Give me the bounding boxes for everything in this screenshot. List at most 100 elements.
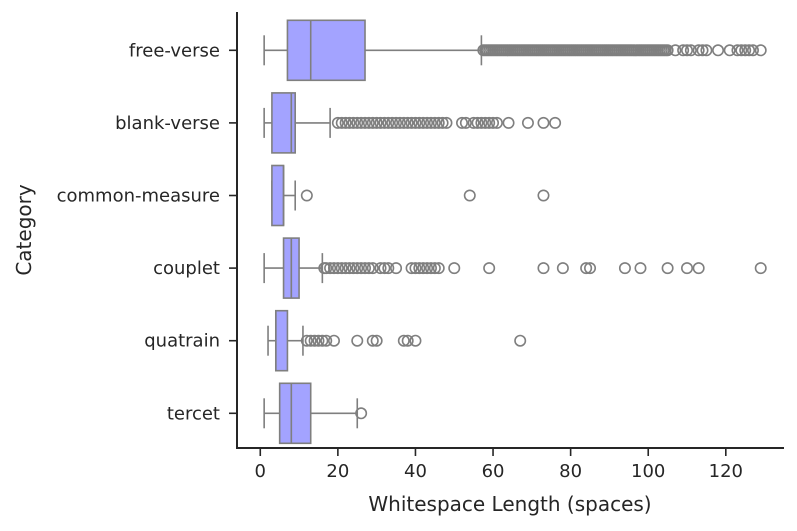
- outlier-point: [463, 189, 476, 202]
- outlier-point: [502, 116, 515, 129]
- outlier-point: [351, 116, 364, 129]
- outlier-point: [754, 44, 767, 57]
- x-tick-label: 100: [631, 461, 665, 482]
- outlier-point: [343, 262, 356, 275]
- outlier-point: [421, 262, 434, 275]
- outlier-point: [359, 262, 372, 275]
- outlier-point: [739, 44, 752, 57]
- y-tick-label: common-measure: [57, 186, 220, 207]
- outlier-point: [320, 334, 333, 347]
- outlier-point: [475, 116, 488, 129]
- outlier-point: [696, 44, 709, 57]
- box-quatrain: [267, 309, 527, 372]
- outlier-point: [521, 116, 534, 129]
- outlier-point: [448, 262, 461, 275]
- outlier-point: [584, 262, 597, 275]
- x-tick-label: 120: [709, 461, 743, 482]
- box-couplet: [263, 237, 767, 299]
- outlier-point: [677, 44, 690, 57]
- x-axis-ticks: 0 20 40 60 80 100 120: [255, 448, 743, 482]
- outlier-point: [359, 116, 372, 129]
- outlier-point: [421, 116, 434, 129]
- x-axis-label: Whitespace Length (spaces): [368, 492, 651, 516]
- outlier-point: [467, 116, 480, 129]
- outlier-point: [735, 44, 748, 57]
- outlier-point: [549, 116, 562, 129]
- outlier-point: [483, 116, 496, 129]
- outlier-point: [405, 262, 418, 275]
- outlier-point: [417, 262, 430, 275]
- outlier-point: [743, 44, 756, 57]
- outlier-point: [684, 44, 697, 57]
- outlier-point: [436, 116, 449, 129]
- outlier-point: [618, 262, 631, 275]
- outlier-point: [428, 116, 441, 129]
- outlier-point: [300, 334, 313, 347]
- outlier-point: [324, 262, 337, 275]
- iqr-box: [286, 19, 366, 82]
- outlier-point: [390, 262, 403, 275]
- outlier-point: [382, 262, 395, 275]
- outlier-point: [382, 116, 395, 129]
- outlier-point: [754, 262, 767, 275]
- x-tick-label: 60: [482, 461, 505, 482]
- outlier-point: [366, 116, 379, 129]
- outlier-point: [362, 116, 375, 129]
- outlier-point: [424, 116, 437, 129]
- outlier-point: [339, 262, 352, 275]
- outlier-point: [405, 116, 418, 129]
- outlier-point: [432, 262, 445, 275]
- outlier-point: [731, 44, 744, 57]
- outlier-point: [362, 262, 375, 275]
- iqr-box: [271, 92, 296, 154]
- outlier-point: [370, 334, 383, 347]
- outlier-point: [335, 262, 348, 275]
- outlier-point: [355, 407, 368, 420]
- outlier-point: [490, 116, 503, 129]
- outlier-point: [580, 262, 593, 275]
- outlier-point: [339, 116, 352, 129]
- outlier-point: [440, 116, 453, 129]
- outlier-point: [331, 116, 344, 129]
- outlier-point: [514, 334, 527, 347]
- outlier-point: [487, 116, 500, 129]
- outlier-point: [316, 334, 329, 347]
- x-tick-label: 20: [326, 461, 349, 482]
- outlier-point: [347, 116, 360, 129]
- outlier-point: [390, 116, 403, 129]
- outlier-point: [479, 116, 492, 129]
- outlier-point: [327, 334, 340, 347]
- outlier-point: [556, 262, 569, 275]
- box-common-measure: [271, 164, 550, 227]
- box-free-verse: [263, 19, 767, 82]
- outlier-point: [669, 44, 682, 57]
- x-tick-label: 40: [404, 461, 427, 482]
- iqr-box: [274, 309, 289, 372]
- outlier-point: [483, 262, 496, 275]
- outlier-point: [397, 334, 410, 347]
- outlier-point: [723, 44, 736, 57]
- outlier-point: [537, 116, 550, 129]
- outlier-point: [428, 262, 441, 275]
- outlier-point: [335, 116, 348, 129]
- outlier-point: [378, 262, 391, 275]
- outlier-point: [661, 44, 674, 57]
- outlier-point: [413, 262, 426, 275]
- outlier-point: [397, 116, 410, 129]
- outlier-point: [355, 116, 368, 129]
- outlier-point: [374, 262, 387, 275]
- outlier-point: [459, 116, 472, 129]
- iqr-box: [278, 382, 312, 445]
- outlier-point: [327, 262, 340, 275]
- x-tick-label: 0: [255, 461, 266, 482]
- outlier-point: [413, 116, 426, 129]
- outlier-point: [378, 116, 391, 129]
- outlier-point: [712, 44, 725, 57]
- box-tercet: [263, 382, 368, 445]
- outlier-point: [634, 262, 647, 275]
- outlier-point: [681, 44, 694, 57]
- outlier-point: [351, 262, 364, 275]
- outlier-point: [700, 44, 713, 57]
- outlier-point: [537, 189, 550, 202]
